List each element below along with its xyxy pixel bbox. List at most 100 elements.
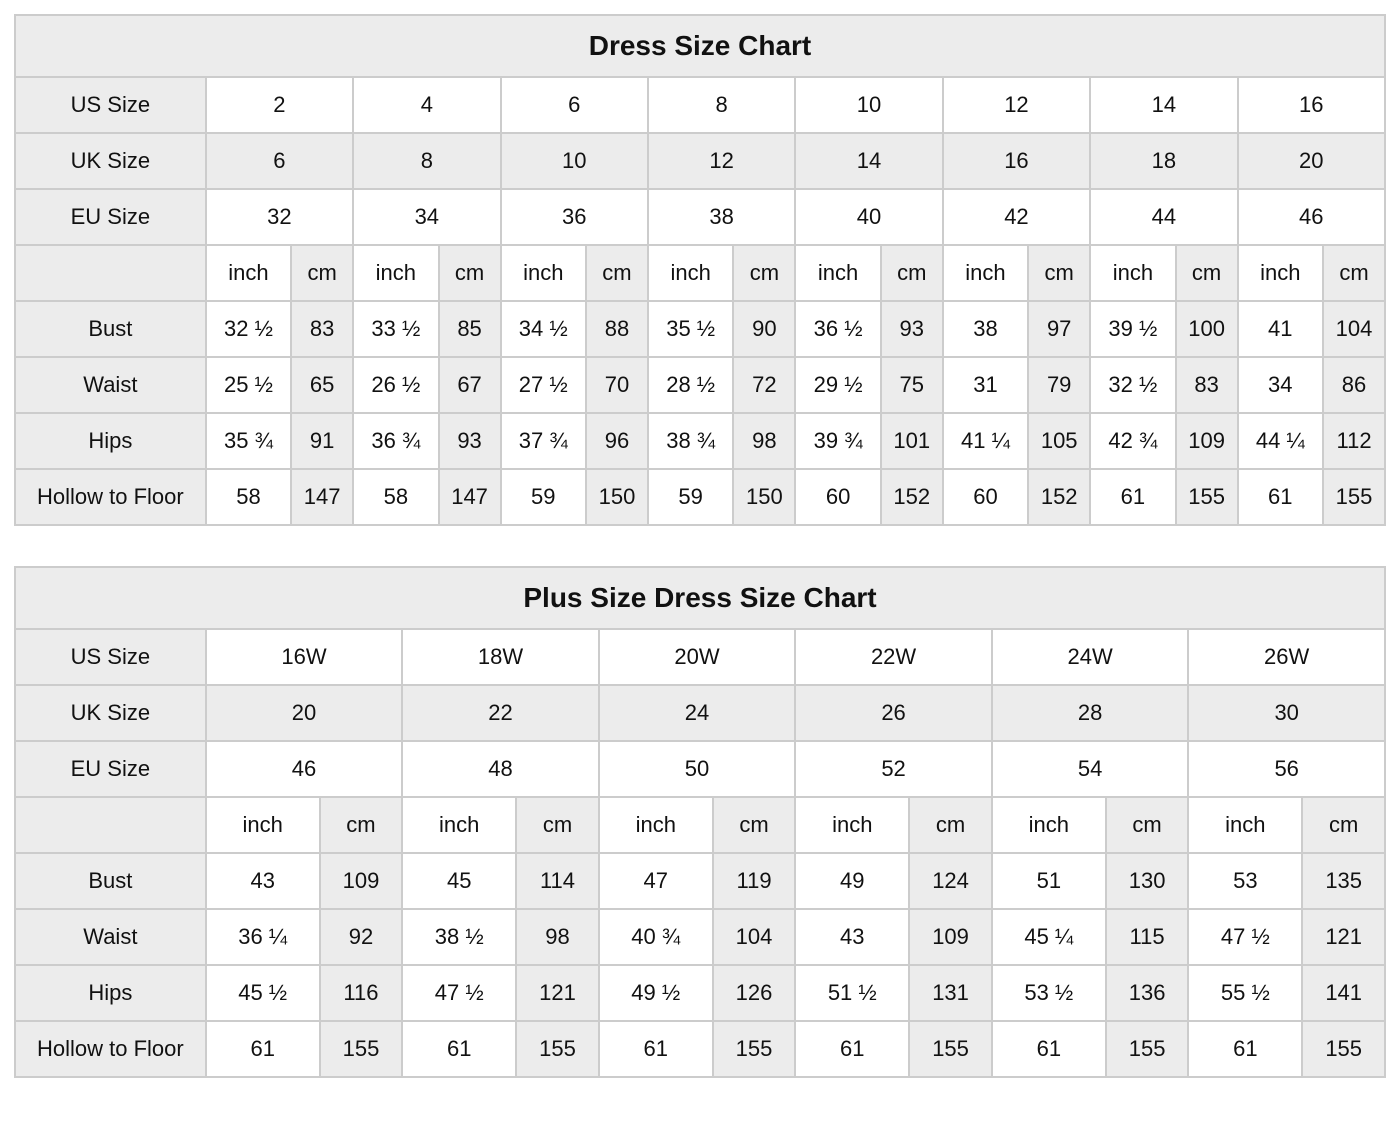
measurement-cm-cell: 104 bbox=[1322, 300, 1386, 358]
measurement-cm-cell: 100 bbox=[1174, 300, 1239, 358]
measurement-inch-cell: 58 bbox=[204, 468, 293, 526]
size-cell: 26 bbox=[794, 684, 993, 742]
measurement-inch-cell: 35 ¾ bbox=[204, 412, 293, 470]
size-cell: 36 bbox=[499, 188, 649, 246]
size-cell: 8 bbox=[646, 76, 797, 134]
size-cell: 18W bbox=[401, 628, 600, 686]
row-label: Hips bbox=[14, 412, 207, 470]
measurement-cm-cell: 70 bbox=[585, 356, 649, 414]
size-cell: 28 bbox=[990, 684, 1190, 742]
measurement-cm-cell: 96 bbox=[585, 412, 649, 470]
table-title: Dress Size Chart bbox=[14, 14, 1386, 78]
measurement-cm-cell: 147 bbox=[437, 468, 502, 526]
measurement-cm-cell: 115 bbox=[1104, 908, 1190, 966]
measurement-inch-cell: 61 bbox=[401, 1020, 518, 1078]
unit-header-inch: inch bbox=[204, 244, 293, 302]
measurement-inch-cell: 45 ¼ bbox=[990, 908, 1107, 966]
measurement-cm-cell: 150 bbox=[585, 468, 649, 526]
unit-header-row: inch cm inch cm inch cm inch cm inch cm inch cm bbox=[14, 796, 1386, 854]
measurement-cm-cell: 116 bbox=[318, 964, 404, 1022]
unit-header-label bbox=[14, 796, 207, 854]
measurement-cm-cell: 93 bbox=[437, 412, 502, 470]
row-label: EU Size bbox=[14, 740, 207, 798]
measurement-inch-cell: 38 ½ bbox=[401, 908, 518, 966]
measurement-cm-cell: 126 bbox=[711, 964, 797, 1022]
size-cell: 20 bbox=[1236, 132, 1387, 190]
table-title: Plus Size Dress Size Chart bbox=[14, 566, 1386, 630]
measurement-inch-cell: 61 bbox=[1187, 1020, 1304, 1078]
measurement-cm-cell: 72 bbox=[732, 356, 797, 414]
unit-header-cm: cm bbox=[879, 244, 944, 302]
measurement-inch-cell: 53 ½ bbox=[990, 964, 1107, 1022]
unit-header-inch: inch bbox=[941, 244, 1030, 302]
measurement-inch-cell: 58 bbox=[352, 468, 440, 526]
measurement-cm-cell: 85 bbox=[437, 300, 502, 358]
measurement-inch-cell: 49 bbox=[794, 852, 911, 910]
measurement-inch-cell: 35 ½ bbox=[646, 300, 735, 358]
measurement-cm-cell: 155 bbox=[1104, 1020, 1190, 1078]
row-label: EU Size bbox=[14, 188, 207, 246]
measurement-inch-cell: 60 bbox=[941, 468, 1030, 526]
row-label: Bust bbox=[14, 300, 207, 358]
measurement-cm-cell: 67 bbox=[437, 356, 502, 414]
measurement-inch-cell: 61 bbox=[794, 1020, 911, 1078]
measurement-cm-cell: 114 bbox=[515, 852, 600, 910]
measurement-cm-cell: 135 bbox=[1301, 852, 1386, 910]
size-cell: 34 bbox=[352, 188, 502, 246]
measurement-inch-cell: 38 bbox=[941, 300, 1030, 358]
measurement-inch-cell: 43 bbox=[794, 908, 911, 966]
measurement-cm-cell: 83 bbox=[1174, 356, 1239, 414]
row-label: Hollow to Floor bbox=[14, 1020, 207, 1078]
unit-header-inch: inch bbox=[352, 244, 440, 302]
size-charts: Dress Size Chart US Size 2 4 6 8 10 12 14 16 UK Si… bbox=[14, 14, 1387, 1078]
measurement-inch-cell: 60 bbox=[794, 468, 882, 526]
size-cell: 56 bbox=[1187, 740, 1386, 798]
size-cell: 16 bbox=[941, 132, 1092, 190]
unit-header-inch: inch bbox=[990, 796, 1107, 854]
title-row: Plus Size Dress Size Chart bbox=[14, 566, 1386, 630]
unit-header-cm: cm bbox=[515, 796, 600, 854]
unit-header-cm: cm bbox=[711, 796, 797, 854]
measurement-inch-cell: 41 bbox=[1236, 300, 1325, 358]
measurement-cm-cell: 136 bbox=[1104, 964, 1190, 1022]
measurement-cm-cell: 105 bbox=[1027, 412, 1092, 470]
row-label: Hips bbox=[14, 964, 207, 1022]
measurement-inch-cell: 36 ½ bbox=[794, 300, 882, 358]
measurement-inch-cell: 61 bbox=[1236, 468, 1325, 526]
measurement-inch-cell: 51 bbox=[990, 852, 1107, 910]
measurement-inch-cell: 39 ½ bbox=[1089, 300, 1177, 358]
measurement-inch-cell: 47 bbox=[597, 852, 714, 910]
size-cell: 20 bbox=[204, 684, 404, 742]
size-row: US Size 16W 18W 20W 22W 24W 26W bbox=[14, 628, 1386, 686]
unit-header-row: inch cm inch cm inch cm inch cm inch cm inch cm inch… bbox=[14, 244, 1386, 302]
unit-header-cm: cm bbox=[908, 796, 993, 854]
measurement-inch-cell: 61 bbox=[597, 1020, 714, 1078]
measurement-row: Bust 43 109 45 114 47 119 49 124 51 130 53 135 bbox=[14, 852, 1386, 910]
measurement-inch-cell: 44 ¼ bbox=[1236, 412, 1325, 470]
plus-size-dress-size-chart-table: Plus Size Dress Size Chart US Size 16W 18W 2… bbox=[14, 566, 1386, 1078]
size-cell: 24W bbox=[990, 628, 1190, 686]
measurement-cm-cell: 86 bbox=[1322, 356, 1386, 414]
measurement-cm-cell: 155 bbox=[711, 1020, 797, 1078]
size-cell: 40 bbox=[794, 188, 944, 246]
measurement-inch-cell: 61 bbox=[204, 1020, 321, 1078]
measurement-inch-cell: 33 ½ bbox=[352, 300, 440, 358]
unit-header-cm: cm bbox=[1322, 244, 1386, 302]
unit-header-cm: cm bbox=[1027, 244, 1092, 302]
row-label: UK Size bbox=[14, 684, 207, 742]
measurement-cm-cell: 121 bbox=[1301, 908, 1386, 966]
size-cell: 42 bbox=[941, 188, 1092, 246]
measurement-cm-cell: 75 bbox=[879, 356, 944, 414]
measurement-cm-cell: 124 bbox=[908, 852, 993, 910]
size-cell: 26W bbox=[1187, 628, 1386, 686]
measurement-inch-cell: 34 bbox=[1236, 356, 1325, 414]
unit-header-cm: cm bbox=[1301, 796, 1386, 854]
size-cell: 18 bbox=[1089, 132, 1239, 190]
measurement-cm-cell: 104 bbox=[711, 908, 797, 966]
unit-header-cm: cm bbox=[318, 796, 404, 854]
size-row: EU Size 46 48 50 52 54 56 bbox=[14, 740, 1386, 798]
measurement-inch-cell: 32 ½ bbox=[204, 300, 293, 358]
measurement-inch-cell: 34 ½ bbox=[499, 300, 588, 358]
measurement-cm-cell: 150 bbox=[732, 468, 797, 526]
measurement-inch-cell: 32 ½ bbox=[1089, 356, 1177, 414]
